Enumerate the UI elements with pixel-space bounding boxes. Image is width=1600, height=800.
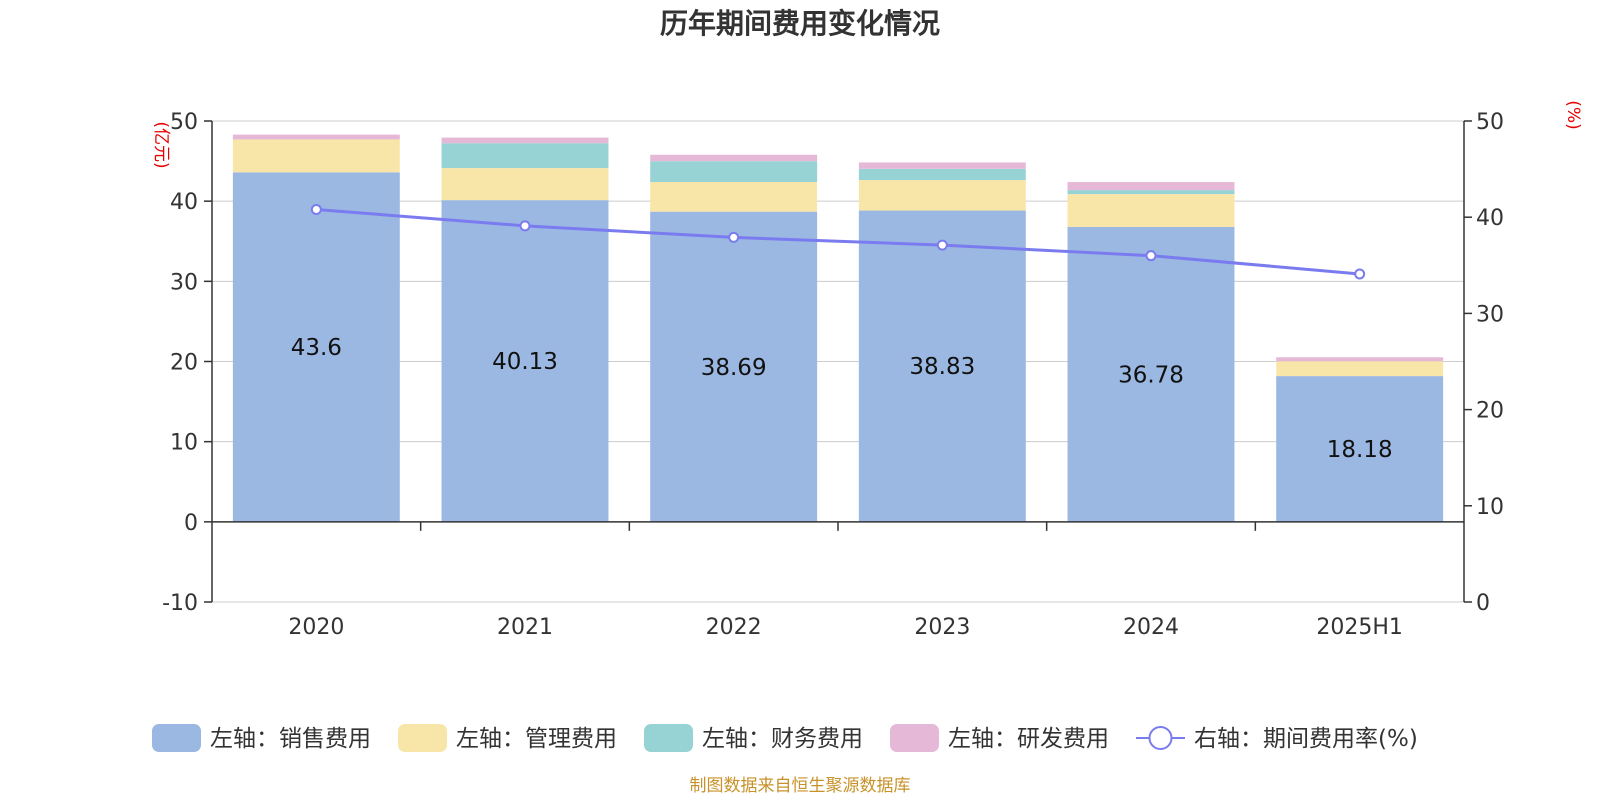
data-label: 18.18 — [1327, 437, 1393, 463]
bar-segment — [650, 182, 818, 212]
left-axis-tick-label: 10 — [170, 431, 198, 456]
legend-label: 左轴：销售费用 — [210, 726, 371, 752]
bar-segment — [441, 200, 609, 522]
rate-point — [936, 239, 948, 251]
legend: 左轴：销售费用 左轴：管理费用 左轴：财务费用 左轴：研发费用 右轴：期间费用率(%) — [152, 724, 1418, 752]
right-axis-tick-label: 40 — [1476, 206, 1504, 231]
legend-label: 左轴：管理费用 — [456, 726, 617, 752]
legend-line-marker — [1148, 726, 1173, 750]
rate-point — [1145, 250, 1157, 262]
legend-label: 左轴：财务费用 — [702, 726, 863, 752]
left-axis-tick-label: 40 — [170, 190, 198, 215]
bar-segment — [1067, 182, 1235, 191]
bar-segment — [650, 211, 818, 522]
chart-title: 历年期间费用变化情况 — [660, 7, 940, 40]
bar-segment — [1067, 190, 1235, 195]
left-axis-unit: (亿元) — [151, 121, 171, 168]
bar-segment — [441, 143, 609, 169]
left-axis-tick-label: 30 — [170, 270, 198, 295]
bar-segment — [858, 180, 1026, 211]
bar-segment — [232, 139, 400, 173]
legend-label: 右轴：期间费用率(%) — [1194, 726, 1418, 752]
data-labels: 43.6 40.13 38.69 38.83 36.78 18.18 — [291, 335, 1393, 463]
rate-line-path — [316, 208, 1360, 276]
right-axis-tick-label: 10 — [1476, 495, 1504, 520]
data-label: 36.78 — [1118, 362, 1184, 388]
bars — [232, 134, 1444, 522]
source-note: 制图数据来自恒生聚源数据库 — [690, 776, 911, 796]
x-axis-tick-label: 2020 — [288, 615, 344, 640]
bar-segment — [650, 161, 818, 183]
bar-segment — [232, 172, 400, 522]
right-axis-tick-label: 20 — [1476, 399, 1504, 424]
x-axis-tick-label: 2021 — [497, 615, 553, 640]
rate-point — [519, 220, 531, 232]
data-label: 38.83 — [909, 354, 975, 380]
bar-segment — [1067, 226, 1235, 522]
bar-segment — [1276, 361, 1444, 377]
rate-line — [310, 204, 1366, 280]
data-label: 38.69 — [701, 355, 767, 381]
legend-label: 左轴：研发费用 — [948, 726, 1109, 752]
right-axis-tick-label: 30 — [1476, 302, 1504, 327]
data-label: 43.6 — [291, 335, 342, 361]
bar-segment — [1067, 194, 1235, 227]
bar-segment — [1276, 376, 1444, 522]
x-axis-tick-label: 2023 — [914, 615, 970, 640]
rate-point — [728, 231, 740, 243]
bar-segment — [232, 134, 400, 140]
axes: -10 0 10 20 30 40 50 0 10 20 30 40 50 2020 2021 2022 202… — [162, 110, 1504, 640]
bar-segment — [858, 162, 1026, 169]
bar-segment — [1276, 357, 1444, 362]
data-label: 40.13 — [492, 349, 558, 375]
left-axis-tick-label: 0 — [184, 511, 198, 536]
left-axis-tick-label: -10 — [162, 591, 198, 616]
x-axis-tick-label: 2025H1 — [1316, 615, 1403, 640]
rate-point — [1354, 268, 1366, 280]
legend-swatch — [644, 724, 693, 752]
legend-swatch — [152, 724, 201, 752]
legend-swatch — [398, 724, 447, 752]
bar-segment — [441, 168, 609, 201]
left-axis-tick-label: 20 — [170, 351, 198, 376]
right-axis-unit: (%) — [1563, 100, 1583, 129]
left-axis-tick-label: 50 — [170, 110, 198, 135]
rate-point — [310, 204, 322, 216]
right-axis-tick-label: 50 — [1476, 110, 1504, 135]
legend-swatch — [890, 724, 939, 752]
x-axis-tick-label: 2022 — [706, 615, 762, 640]
bar-segment — [858, 210, 1026, 522]
bar-segment — [858, 168, 1026, 181]
bar-segment — [441, 137, 609, 144]
bar-segment — [650, 154, 818, 162]
right-axis-tick-label: 0 — [1476, 591, 1490, 616]
x-axis-tick-label: 2024 — [1123, 615, 1179, 640]
